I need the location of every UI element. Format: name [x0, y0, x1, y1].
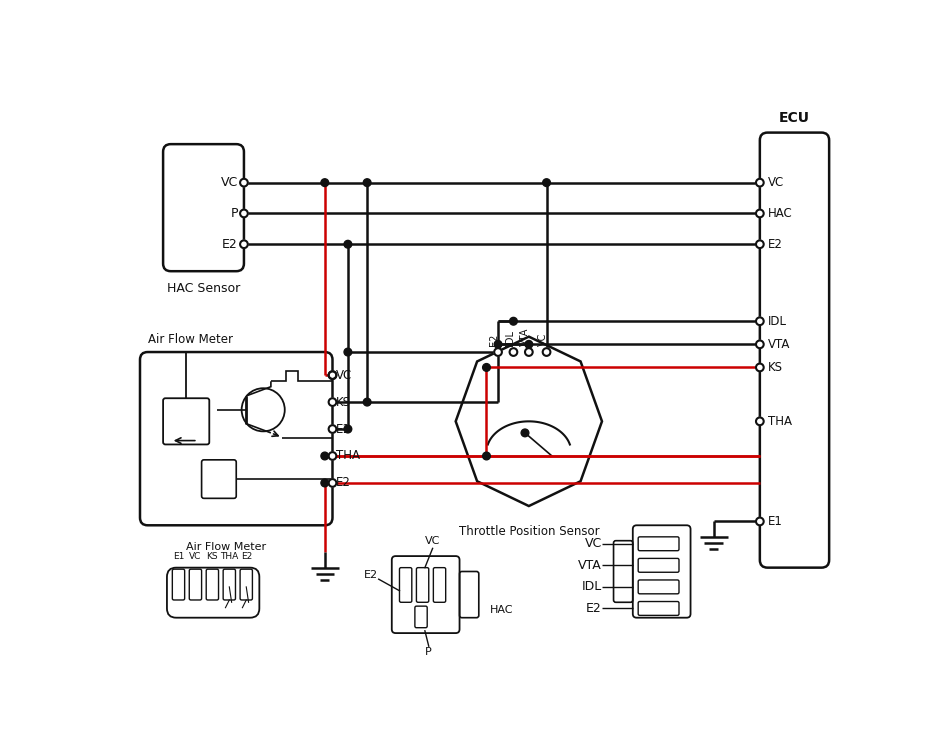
Text: VTA: VTA	[520, 328, 530, 346]
Circle shape	[509, 317, 517, 325]
Text: E2: E2	[364, 570, 378, 581]
Text: THA: THA	[335, 450, 360, 462]
Circle shape	[483, 452, 491, 459]
Circle shape	[241, 179, 248, 186]
Text: E2: E2	[335, 477, 350, 490]
Text: E2: E2	[241, 553, 252, 562]
Circle shape	[329, 399, 336, 406]
Circle shape	[344, 348, 351, 356]
Text: THA: THA	[767, 415, 792, 428]
Text: E1: E1	[767, 515, 782, 528]
Circle shape	[543, 348, 550, 356]
Text: HAC: HAC	[491, 605, 514, 615]
Text: E2: E2	[586, 602, 602, 615]
Text: IDL: IDL	[505, 330, 514, 346]
Text: Air Flow Meter: Air Flow Meter	[148, 333, 233, 346]
Text: VTA: VTA	[579, 559, 602, 572]
Circle shape	[521, 429, 528, 437]
Circle shape	[329, 479, 336, 487]
Circle shape	[494, 348, 502, 356]
Circle shape	[756, 363, 763, 371]
Text: VC: VC	[538, 332, 547, 346]
Text: E2: E2	[222, 238, 238, 250]
Circle shape	[344, 241, 351, 248]
Circle shape	[756, 417, 763, 425]
Text: Air Flow Meter: Air Flow Meter	[187, 542, 266, 552]
Circle shape	[756, 179, 763, 186]
Text: VC: VC	[425, 535, 440, 546]
Text: IDL: IDL	[581, 581, 602, 593]
Text: KS: KS	[206, 553, 218, 562]
Circle shape	[321, 479, 329, 487]
Circle shape	[321, 179, 329, 186]
Circle shape	[543, 179, 550, 186]
Text: E2: E2	[767, 238, 782, 250]
Text: P: P	[230, 207, 238, 220]
Circle shape	[329, 425, 336, 433]
Circle shape	[756, 517, 763, 526]
Text: KS: KS	[335, 396, 350, 408]
Circle shape	[756, 341, 763, 348]
Text: E2: E2	[490, 333, 499, 346]
Circle shape	[756, 210, 763, 217]
Text: IDL: IDL	[767, 315, 787, 328]
Circle shape	[344, 425, 351, 433]
Text: VC: VC	[221, 176, 238, 190]
Text: VTA: VTA	[767, 338, 790, 351]
Text: KS: KS	[767, 361, 782, 374]
Text: VC: VC	[189, 553, 202, 562]
Text: THA: THA	[221, 553, 239, 562]
Text: VC: VC	[584, 537, 602, 550]
Circle shape	[241, 241, 248, 248]
Circle shape	[241, 210, 248, 217]
Text: HAC: HAC	[767, 207, 793, 220]
Circle shape	[329, 371, 336, 379]
Circle shape	[321, 452, 329, 459]
Circle shape	[756, 317, 763, 325]
Text: VC: VC	[335, 368, 352, 382]
Circle shape	[329, 452, 336, 459]
Text: VC: VC	[767, 176, 784, 190]
Circle shape	[329, 371, 336, 379]
Circle shape	[483, 363, 491, 371]
Circle shape	[494, 341, 502, 348]
Circle shape	[364, 399, 371, 406]
Text: HAC Sensor: HAC Sensor	[167, 282, 240, 295]
Text: P: P	[425, 647, 432, 657]
Circle shape	[509, 348, 517, 356]
Circle shape	[756, 241, 763, 248]
Text: Throttle Position Sensor: Throttle Position Sensor	[458, 526, 599, 538]
Circle shape	[364, 179, 371, 186]
Circle shape	[525, 341, 533, 348]
Circle shape	[525, 348, 533, 356]
Text: ECU: ECU	[779, 111, 810, 125]
Text: E1: E1	[335, 423, 350, 435]
Text: E1: E1	[172, 553, 184, 562]
